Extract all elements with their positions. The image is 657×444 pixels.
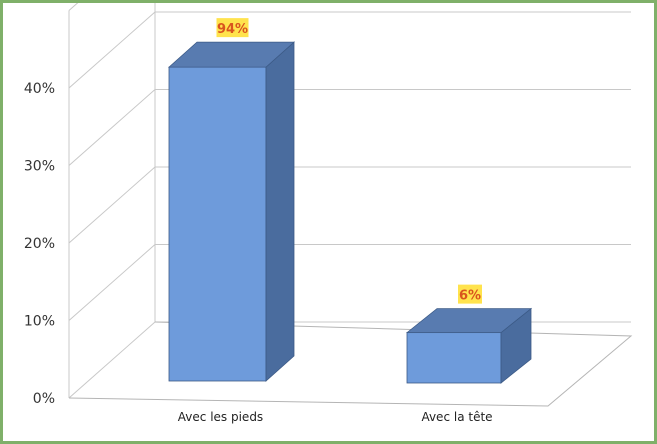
gridline [68, 3, 79, 11]
data-label: 94% [217, 22, 248, 37]
bars [167, 41, 533, 384]
bar-top [405, 308, 533, 334]
x-category-label: Avec la tête [421, 410, 492, 424]
x-axis: Avec les pieds Avec la tête [178, 410, 493, 424]
x-category-label: Avec les pieds [178, 410, 263, 424]
y-axis: 0% 10% 20% 30% 40% [24, 81, 55, 407]
y-tick-label: 20% [24, 236, 55, 252]
bar [167, 41, 296, 382]
bar-front [406, 332, 502, 384]
grid-layer [68, 3, 633, 407]
data-label: 6% [459, 289, 481, 304]
gridline [68, 89, 631, 166]
bar-chart: 0% 10% 20% 30% 40% Avec les pieds Avec la têt… [24, 3, 633, 424]
y-tick-label: 40% [24, 81, 55, 97]
gridline [68, 11, 631, 89]
bar-side [265, 41, 295, 382]
bar-top [167, 41, 296, 68]
data-label-background [458, 284, 482, 304]
data-label-background [216, 18, 249, 38]
bar-front [168, 66, 267, 382]
y-tick-label: 0% [33, 391, 55, 407]
gridline [68, 244, 631, 321]
y-tick-label: 10% [24, 314, 55, 330]
floor-outline [68, 321, 633, 407]
y-tick-label: 30% [24, 159, 55, 175]
bar [405, 307, 533, 384]
gridline [68, 166, 631, 244]
data-labels: 94% 6% [216, 18, 482, 304]
